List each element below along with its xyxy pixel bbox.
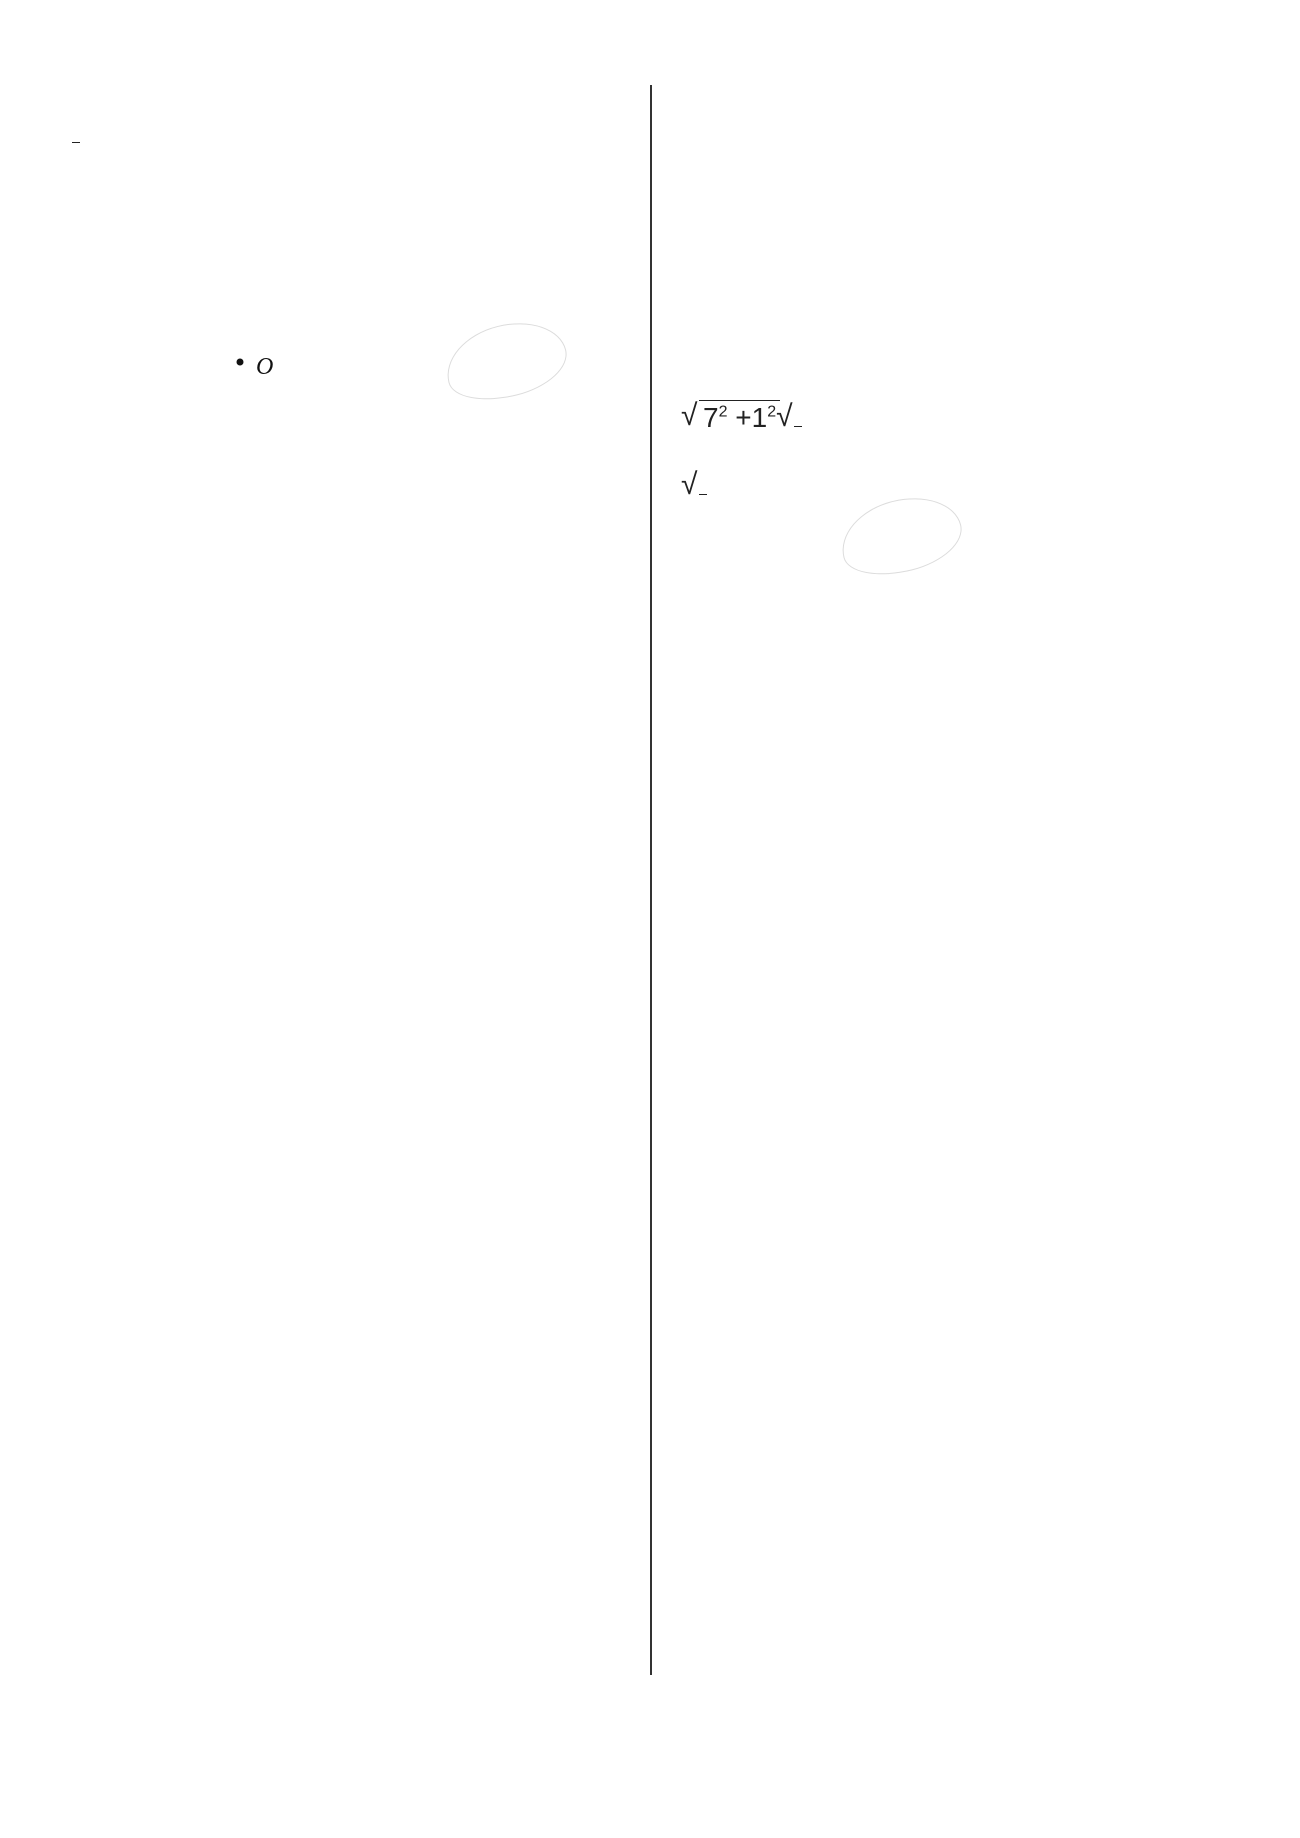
radicand: [794, 426, 802, 427]
page: O 72 +12: [0, 0, 1300, 1838]
answer-line: [70, 124, 630, 158]
left-column: O: [70, 90, 630, 566]
sqrt: [780, 401, 802, 435]
equation-line: 72 +12: [685, 400, 1245, 435]
sqrt: [685, 469, 707, 503]
star-grid-svg: O: [70, 192, 410, 532]
star-grid-figure: O: [70, 192, 630, 532]
origin-label: O: [256, 354, 273, 380]
denominator: [72, 143, 80, 144]
coord-graph-figure: [685, 96, 1245, 366]
radicand: [699, 494, 707, 495]
answer-line: [685, 469, 1245, 503]
coord-graph-svg: [685, 96, 1225, 366]
sqrt: 72 +12: [685, 400, 780, 435]
right-column: 72 +12: [685, 90, 1245, 536]
fraction: [72, 141, 80, 144]
radicand: 72 +12: [699, 400, 780, 435]
column-divider: [650, 85, 652, 1675]
